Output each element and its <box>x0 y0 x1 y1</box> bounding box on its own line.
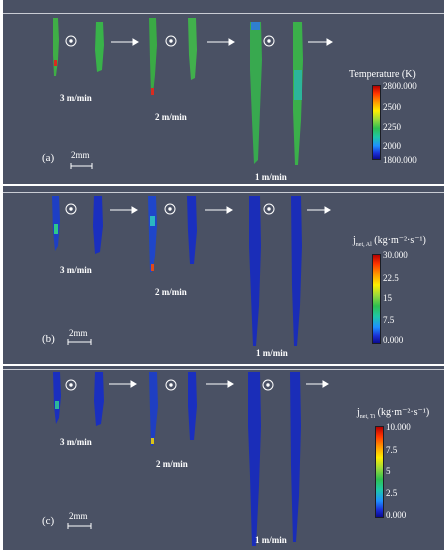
keyhole-2mpm-left <box>149 18 157 94</box>
keyhole-3mpm-right <box>93 196 103 254</box>
colorbar-tick-max: 30.000 <box>383 250 408 260</box>
keyhole-1mpm-left <box>248 372 261 546</box>
speed-label-1mpm: 1 m/min <box>255 172 287 182</box>
panel-label: (c) <box>42 515 55 527</box>
out-of-plane-icon <box>65 35 275 47</box>
top-reference-line <box>3 369 444 370</box>
scale-bar-label: 2mm <box>69 328 88 338</box>
speed-label-2mpm: 2 m/min <box>155 112 187 122</box>
speed-label-3mpm: 3 m/min <box>60 93 92 103</box>
colorbar-title-symbol: j <box>353 235 356 246</box>
colorbar-tick-min: 1800.000 <box>383 155 417 165</box>
colorbar-title-symbol: j <box>357 407 360 418</box>
out-of-plane-icon <box>65 203 275 215</box>
scale-bar-label: 2mm <box>71 150 90 160</box>
scale-bar <box>70 163 93 169</box>
speed-label-3mpm: 3 m/min <box>60 437 92 447</box>
speed-label-1mpm: 1 m/min <box>256 348 288 358</box>
keyhole-3mpm-left-hot <box>55 401 59 409</box>
keyhole-3mpm-left-hot <box>54 224 58 234</box>
panel-label: (a) <box>42 152 55 164</box>
colorbar-title: jnet, Al (kg·m⁻²·s⁻¹) <box>353 235 426 249</box>
colorbar-tick: 5 <box>386 466 391 476</box>
scale-bar <box>67 523 92 529</box>
speed-label-2mpm: 2 m/min <box>156 459 188 469</box>
keyhole-figure-b <box>52 196 331 346</box>
panel-a: 3 m/min 2 m/min 1 m/min (a) 2mm Temperat… <box>3 0 444 184</box>
scale-bar-label: 2mm <box>69 511 88 521</box>
keyhole-figure-a <box>53 18 333 169</box>
speed-label-2mpm: 2 m/min <box>155 287 187 297</box>
colorbar-tick: 7.5 <box>383 315 395 325</box>
colorbar-tick-max: 2800.000 <box>383 81 417 91</box>
colorbar-tick: 7.5 <box>386 445 398 455</box>
top-reference-line <box>3 192 444 193</box>
keyhole-2mpm-right <box>188 372 197 440</box>
panel-c: 3 m/min 2 m/min 1 m/min (c) 2mm jnet, Ti… <box>3 366 444 550</box>
travel-direction-arrow-icon <box>109 380 329 388</box>
keyhole-2mpm-left <box>148 196 157 272</box>
colorbar-title-unit: (kg·m⁻²·s⁻¹) <box>371 235 426 246</box>
keyhole-1mpm-left-top <box>251 22 260 30</box>
colorbar-tick-max: 10.000 <box>386 422 411 432</box>
out-of-plane-icon <box>65 379 274 391</box>
keyhole-2mpm-left <box>149 372 158 446</box>
speed-label-3mpm: 3 m/min <box>60 265 92 275</box>
colorbar-tick-min: 0.000 <box>386 510 407 520</box>
travel-direction-arrow-icon <box>111 38 333 46</box>
keyhole-2mpm-left-tip <box>151 438 154 444</box>
colorbar-tick: 22.5 <box>383 273 399 283</box>
keyhole-1mpm-left <box>249 196 261 346</box>
keyhole-3mpm-left <box>53 18 59 76</box>
panel-label: (b) <box>42 333 55 345</box>
keyhole-3mpm-left <box>52 196 60 251</box>
top-reference-line <box>3 13 444 14</box>
travel-direction-arrow-icon <box>110 206 331 214</box>
keyhole-figure-c <box>53 372 329 546</box>
colorbar-title-unit: (kg·m⁻²·s⁻¹) <box>375 407 430 418</box>
keyhole-2mpm-right <box>187 196 197 264</box>
temperature-colorbar <box>372 85 381 160</box>
keyhole-2mpm-left-hot <box>150 216 155 226</box>
colorbar-tick: 2000 <box>383 141 401 151</box>
keyhole-3mpm-left-tip <box>54 60 57 66</box>
keyhole-1mpm-right <box>290 372 301 542</box>
colorbar-title-subscript: net, Ti <box>359 414 376 420</box>
colorbar-tick: 2.5 <box>386 488 398 498</box>
keyhole-2mpm-left-tip <box>151 88 154 95</box>
colorbar-title-subscript: net, Al <box>355 242 372 248</box>
keyhole-2mpm-left-tip <box>151 264 154 271</box>
scale-bar <box>67 339 92 345</box>
keyhole-1mpm-left <box>250 22 262 164</box>
keyhole-3mpm-left <box>53 372 61 424</box>
keyhole-2mpm-right <box>188 18 197 80</box>
al-flux-colorbar <box>372 254 381 344</box>
keyhole-1mpm-right <box>291 196 302 346</box>
keyhole-1mpm-right-mid <box>294 70 302 100</box>
colorbar-title: Temperature (K) <box>349 69 416 80</box>
colorbar-title: jnet, Ti (kg·m⁻²·s⁻¹) <box>357 407 430 421</box>
colorbar-tick: 15 <box>383 293 392 303</box>
colorbar-tick-min: 0.000 <box>383 335 404 345</box>
panel-b: 3 m/min 2 m/min 1 m/min (b) 2mm jnet, Al… <box>3 186 444 364</box>
keyhole-3mpm-right <box>95 22 104 72</box>
speed-label-1mpm: 1 m/min <box>255 535 287 545</box>
ti-flux-colorbar <box>375 426 384 518</box>
keyhole-3mpm-right <box>94 372 104 426</box>
colorbar-tick: 2250 <box>383 122 401 132</box>
colorbar-tick: 2500 <box>383 102 401 112</box>
